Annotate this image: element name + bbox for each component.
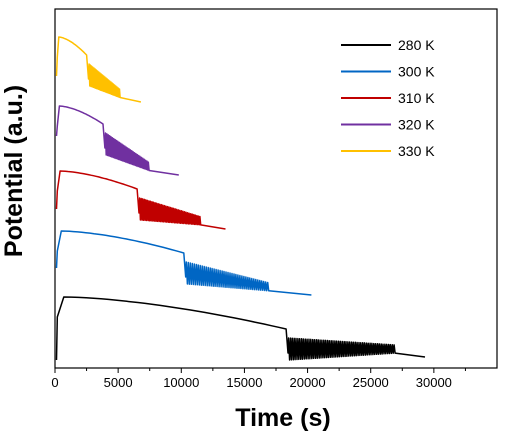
legend-label: 310 K	[398, 90, 435, 106]
series-layer	[55, 36, 426, 361]
series-line-310-k	[55, 170, 226, 230]
legend-label: 320 K	[398, 117, 435, 133]
series-line-330-k	[55, 36, 142, 103]
legend-label: 330 K	[398, 143, 435, 159]
x-tick-label: 20000	[289, 375, 325, 390]
x-tick-label: 10000	[163, 375, 199, 390]
x-tick-label: 30000	[416, 375, 452, 390]
legend-label: 280 K	[398, 37, 435, 53]
x-axis-ticks: 0 5000 10000 15000 20000 25000 30000	[51, 368, 466, 390]
x-axis-title: Time (s)	[235, 404, 330, 432]
x-tick-label: 0	[51, 375, 58, 390]
legend: 280 K 300 K 310 K 320 K 330 K	[341, 37, 435, 159]
x-tick-label: 5000	[104, 375, 133, 390]
y-axis-title: Potential (a.u.)	[0, 85, 28, 257]
series-line-320-k	[55, 105, 179, 176]
series-line-280-k	[55, 296, 426, 361]
legend-label: 300 K	[398, 64, 435, 80]
x-tick-label: 25000	[353, 375, 389, 390]
series-line-300-k	[55, 230, 312, 296]
x-tick-label: 15000	[226, 375, 262, 390]
